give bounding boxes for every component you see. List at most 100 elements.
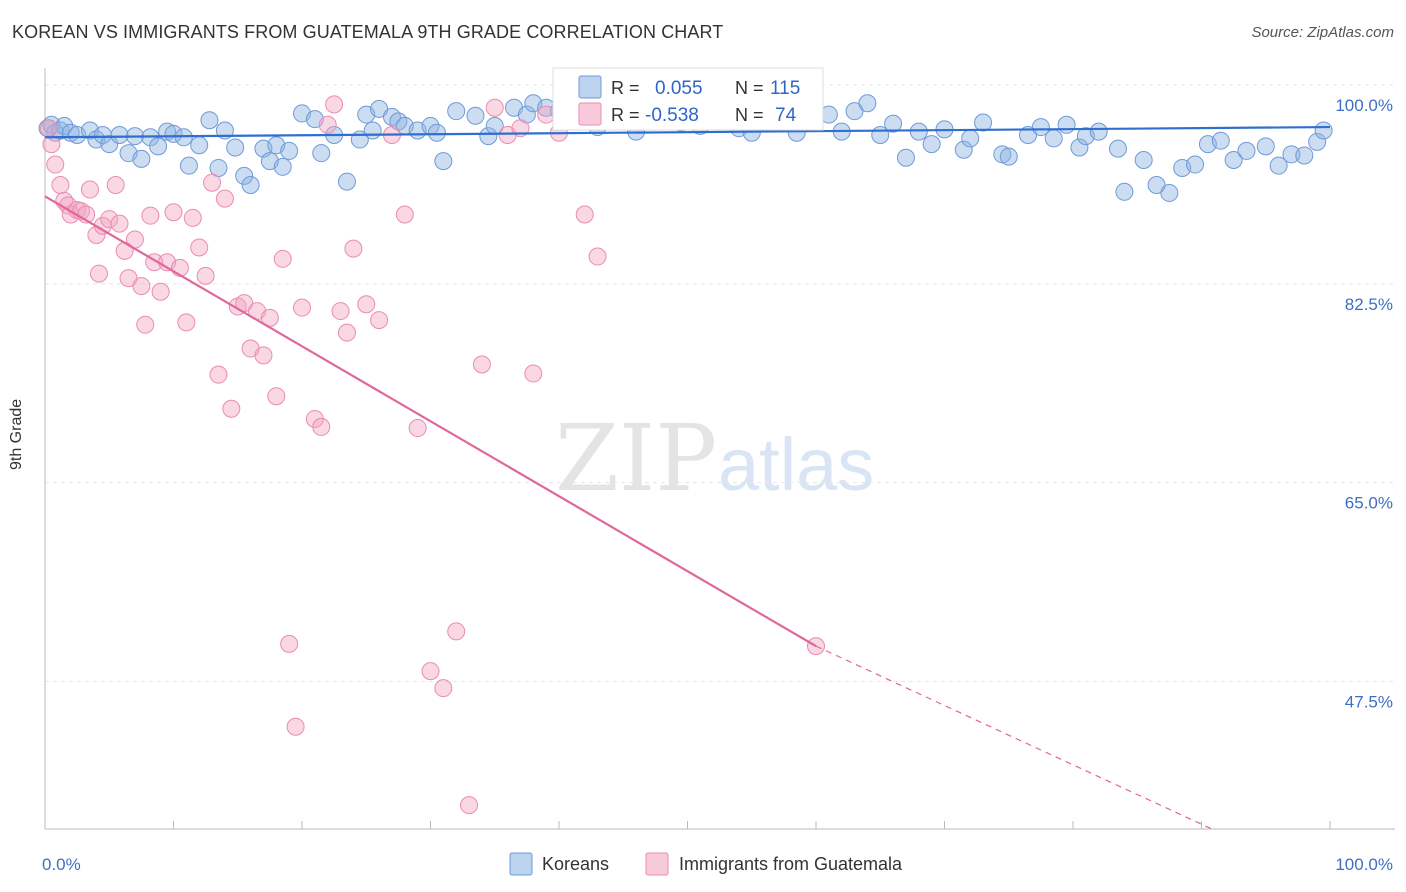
- stats-legend: R = 0.055 N = 115 R = -0.538 N = 74: [552, 67, 824, 131]
- korean-point: [1211, 131, 1230, 150]
- guatemala-point: [524, 364, 543, 383]
- korean-point: [1314, 121, 1333, 140]
- guatemala-point: [106, 175, 125, 194]
- guatemala-point: [318, 115, 337, 134]
- guatemala-point: [119, 269, 138, 288]
- korean-point: [447, 102, 466, 121]
- bottom-legend-guatemala: Immigrants from Guatemala: [679, 854, 903, 874]
- guatemala-point: [357, 295, 376, 314]
- chart-source: Source: ZipAtlas.com: [1251, 24, 1394, 41]
- guatemala-point: [215, 189, 234, 208]
- korean-point: [1295, 146, 1314, 165]
- guatemala-point: [196, 266, 215, 285]
- korean-point: [1224, 151, 1243, 170]
- axes: [44, 68, 1395, 830]
- guatemala-point: [575, 205, 594, 224]
- guatemala-point: [395, 205, 414, 224]
- x-tick-label-end: 100.0%: [1335, 855, 1393, 874]
- korean-point: [999, 147, 1018, 166]
- korean-point: [1237, 141, 1256, 160]
- korean-point: [1070, 138, 1089, 157]
- watermark-atlas: atlas: [718, 423, 874, 506]
- legend-r-label-guatemala: R =: [611, 105, 640, 125]
- chart-title: KOREAN VS IMMIGRANTS FROM GUATEMALA 9TH …: [12, 22, 724, 42]
- guatemala-point: [337, 323, 356, 342]
- guatemala-point: [293, 298, 311, 317]
- guatemala-point: [177, 313, 196, 332]
- guatemala-point: [588, 247, 607, 266]
- korean-point: [974, 113, 993, 132]
- guatemala-point: [203, 173, 222, 192]
- guatemala-point: [42, 135, 61, 154]
- guatemala-point: [421, 662, 440, 681]
- guatemala-point: [408, 419, 427, 438]
- korean-point: [235, 166, 254, 185]
- korean-point: [1089, 122, 1108, 141]
- guatemala-point: [286, 717, 305, 736]
- guatemala-point: [164, 203, 183, 222]
- korean-point: [1269, 156, 1288, 175]
- guatemala-point: [254, 346, 273, 365]
- korean-point: [884, 114, 903, 133]
- korean-point: [896, 148, 915, 167]
- korean-point: [132, 149, 151, 168]
- guatemala-point: [136, 315, 155, 334]
- guatemala-point: [331, 302, 350, 321]
- korean-point: [382, 107, 401, 126]
- korean-point: [110, 126, 129, 145]
- legend-swatch-koreans: [578, 75, 602, 99]
- guatemala-point: [110, 214, 129, 233]
- y-tick-label: 47.5%: [1345, 692, 1393, 711]
- korean-point: [1256, 137, 1275, 156]
- y-tick-label: 65.0%: [1345, 494, 1393, 513]
- guatemala-point: [209, 365, 228, 384]
- korean-point: [149, 137, 168, 156]
- korean-point: [312, 144, 331, 163]
- korean-point: [179, 156, 198, 175]
- bottom-legend-swatch-koreans: [509, 852, 533, 876]
- korean-point: [164, 124, 183, 143]
- korean-point: [55, 116, 74, 135]
- guatemala-point: [190, 238, 209, 257]
- guatemala-point: [537, 105, 556, 124]
- tick-labels: 100.0% 82.5% 65.0% 47.5% 0.0% 100.0%: [42, 96, 1393, 874]
- korean-point: [363, 121, 382, 140]
- korean-point: [858, 94, 877, 113]
- korean-point: [909, 122, 928, 141]
- korean-point: [100, 135, 119, 154]
- korean-point: [922, 135, 941, 154]
- legend-n-value-guatemala: 74: [775, 105, 797, 126]
- korean-point: [1186, 155, 1205, 174]
- korean-point: [961, 129, 980, 148]
- korean-point: [1282, 145, 1301, 164]
- guatemala-point: [141, 206, 160, 225]
- guatemala-point: [472, 355, 491, 374]
- guatemala-point: [80, 180, 99, 199]
- guatemala-point: [39, 119, 58, 138]
- korean-point: [845, 102, 864, 121]
- korean-point: [1031, 118, 1050, 137]
- legend-n-label-guatemala: N =: [735, 105, 764, 125]
- series-guatemala: [39, 95, 825, 815]
- korean-point: [1115, 182, 1134, 201]
- guatemala-point: [100, 210, 119, 229]
- korean-point: [190, 136, 209, 155]
- korean-point: [1108, 139, 1127, 158]
- korean-point: [241, 175, 260, 194]
- guatemala-point: [151, 282, 170, 301]
- korean-point: [466, 106, 485, 125]
- guatemala-point: [447, 622, 466, 641]
- bottom-legend-swatch-guatemala: [645, 852, 669, 876]
- guatemala-point: [222, 399, 241, 418]
- guatemala-point: [89, 264, 108, 283]
- korean-point: [370, 99, 389, 118]
- korean-point: [1057, 115, 1076, 134]
- legend-n-value-koreans: 115: [770, 78, 800, 99]
- korean-point: [226, 138, 245, 157]
- guatemala-point: [370, 311, 389, 330]
- korean-point: [427, 123, 446, 142]
- y-tick-label: 100.0%: [1335, 96, 1393, 115]
- korean-point: [1019, 126, 1038, 145]
- legend-n-label-koreans: N =: [735, 78, 764, 98]
